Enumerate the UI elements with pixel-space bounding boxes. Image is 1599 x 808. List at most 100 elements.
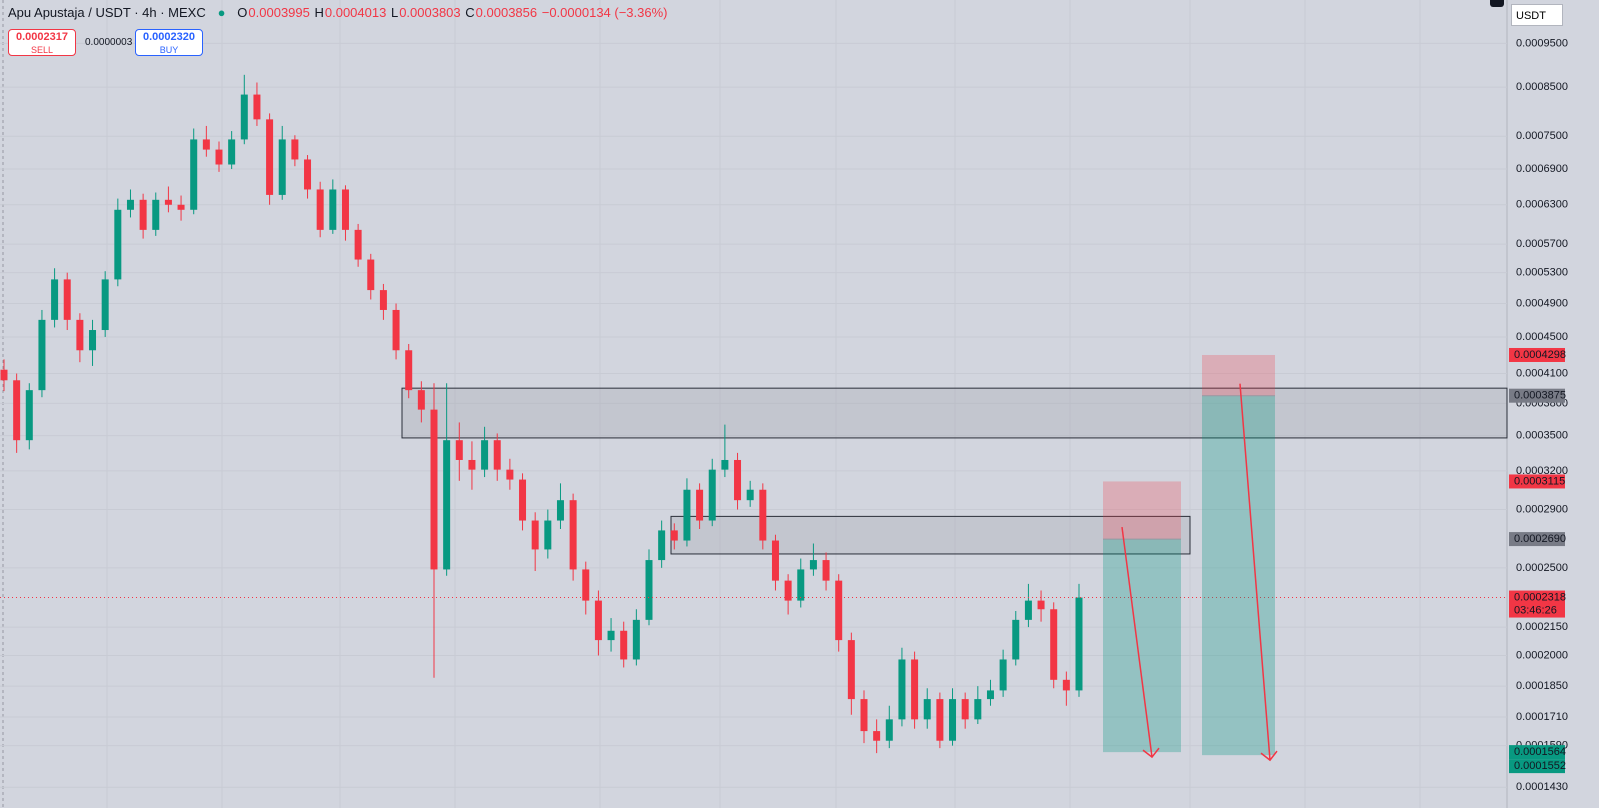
price-tag-label: 0.0003875 bbox=[1514, 390, 1566, 402]
candle-body bbox=[961, 699, 969, 720]
target-zone bbox=[1103, 539, 1181, 753]
price-tag bbox=[1509, 388, 1565, 403]
candle-body bbox=[923, 699, 931, 720]
candle-body bbox=[354, 229, 362, 260]
y-tick-label: 0.0008500 bbox=[1516, 81, 1568, 93]
candle-body bbox=[1050, 609, 1058, 680]
y-tick-label: 0.0006900 bbox=[1516, 163, 1568, 175]
candle-body bbox=[519, 479, 527, 521]
candle-body bbox=[291, 139, 299, 160]
candle-body bbox=[215, 149, 223, 165]
candle-body bbox=[25, 390, 33, 441]
candle-body bbox=[696, 489, 704, 521]
price-tag-label: 0.0002690 bbox=[1514, 533, 1566, 545]
y-tick-label: 0.0005300 bbox=[1516, 267, 1568, 279]
y-tick-label: 0.0009500 bbox=[1516, 37, 1568, 49]
stop-zone bbox=[1202, 354, 1275, 396]
candle-body bbox=[582, 569, 590, 601]
ohlc-value: 0.0003856 bbox=[475, 5, 538, 20]
candle-body bbox=[13, 380, 21, 441]
currency-select[interactable]: USDT bbox=[1511, 4, 1563, 26]
y-tick-label: 0.0002150 bbox=[1516, 621, 1568, 633]
ohlc-change: −0.0000134 (−3.36%) bbox=[541, 5, 668, 20]
ohlc-label: O bbox=[237, 5, 248, 20]
stop-zone bbox=[1103, 481, 1181, 540]
screenshot-icon bbox=[1490, 0, 1504, 7]
buy-label: BUY bbox=[159, 45, 179, 55]
candle-body bbox=[544, 520, 552, 550]
last-price-tag bbox=[1509, 590, 1565, 618]
candle-body bbox=[911, 659, 919, 720]
candle-body bbox=[455, 440, 463, 460]
candle-body bbox=[936, 699, 944, 741]
ohlc-value: 0.0003803 bbox=[399, 5, 461, 20]
candle-body bbox=[1037, 600, 1045, 610]
ohlc-label: H bbox=[314, 5, 324, 20]
y-tick-label: 0.0004500 bbox=[1516, 331, 1568, 343]
price-tag bbox=[1509, 532, 1565, 547]
candle-body bbox=[949, 699, 957, 741]
candle-body bbox=[986, 690, 994, 700]
candle-body bbox=[430, 409, 438, 570]
candle-body bbox=[126, 199, 134, 210]
arrow-head bbox=[1142, 747, 1160, 759]
candle-body bbox=[746, 489, 754, 501]
candle-body bbox=[0, 369, 8, 381]
price-tag bbox=[1509, 474, 1565, 489]
candle-body bbox=[797, 569, 805, 601]
price-tag-label: 0.0003115 bbox=[1514, 475, 1565, 487]
arrow-head bbox=[1260, 750, 1278, 762]
candle-body bbox=[784, 580, 792, 601]
buy-button[interactable]: 0.0002320 BUY bbox=[135, 29, 203, 56]
candle-body bbox=[708, 469, 716, 521]
spread: 0.0000003 bbox=[85, 37, 133, 48]
symbol-title: Apu Apustaja / USDT · 4h · MEXC bbox=[8, 5, 206, 20]
candle-body bbox=[556, 500, 564, 521]
countdown: 03:46:26 bbox=[1514, 604, 1557, 616]
buy-price: 0.0002320 bbox=[143, 31, 195, 43]
candle-body bbox=[1012, 619, 1020, 660]
candle-body bbox=[392, 309, 400, 351]
arrow-line bbox=[1121, 526, 1153, 758]
candle-body bbox=[860, 699, 868, 732]
candle-body bbox=[670, 530, 678, 541]
candle-body bbox=[1075, 597, 1083, 691]
y-tick-label: 0.0002000 bbox=[1516, 649, 1568, 661]
candle-body bbox=[89, 330, 97, 351]
candle-body bbox=[417, 390, 425, 410]
ohlc-value: 0.0004013 bbox=[324, 5, 387, 20]
ohlc-label: L bbox=[390, 5, 399, 20]
symbol-header: Apu Apustaja / USDT · 4h · MEXC ● O0.000… bbox=[8, 5, 668, 20]
y-tick-label: 0.0003500 bbox=[1516, 430, 1568, 442]
candle-body bbox=[873, 731, 881, 741]
candle-body bbox=[620, 630, 628, 660]
candle-body bbox=[835, 580, 843, 641]
arrow-line bbox=[1239, 383, 1271, 761]
sell-button[interactable]: 0.0002317 SELL bbox=[8, 29, 76, 56]
candle-body bbox=[329, 189, 337, 230]
candle-body bbox=[607, 630, 615, 641]
candle-body bbox=[228, 139, 236, 165]
candle-body bbox=[771, 540, 779, 581]
candle-body bbox=[885, 719, 893, 741]
candle-body bbox=[76, 319, 84, 351]
candle-body bbox=[569, 500, 577, 570]
candle-body bbox=[304, 159, 312, 190]
candle-body bbox=[139, 199, 147, 230]
target-zone bbox=[1202, 395, 1275, 756]
candle-body bbox=[632, 619, 640, 660]
candle-body bbox=[101, 279, 109, 331]
candle-body bbox=[468, 459, 476, 470]
candle-body bbox=[721, 459, 729, 470]
candle-body bbox=[734, 459, 742, 501]
y-tick-label: 0.0004900 bbox=[1516, 297, 1568, 309]
y-tick-label: 0.0001850 bbox=[1516, 680, 1568, 692]
y-tick-label: 0.0004100 bbox=[1516, 367, 1568, 379]
sell-label: SELL bbox=[30, 45, 54, 55]
y-tick-label: 0.0005700 bbox=[1516, 238, 1568, 250]
candle-body bbox=[405, 350, 413, 391]
candle-body bbox=[367, 259, 375, 291]
ohlc-value: 0.0003995 bbox=[248, 5, 310, 20]
